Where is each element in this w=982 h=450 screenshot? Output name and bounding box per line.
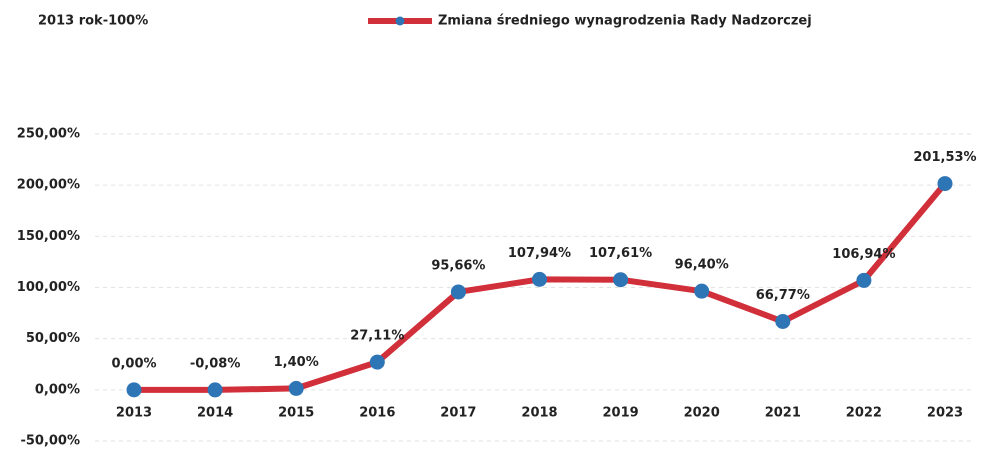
data-label: 96,40% — [675, 258, 729, 273]
x-tick-label: 2018 — [521, 406, 557, 421]
legend-label: Zmiana średniego wynagrodzenia Rady Nadz… — [438, 14, 812, 29]
data-label: 1,40% — [274, 355, 319, 370]
point — [937, 176, 953, 192]
point — [532, 271, 547, 287]
point — [694, 283, 710, 299]
y-tick-label: -50,00% — [20, 434, 80, 449]
y-tick-label: 0,00% — [35, 382, 80, 397]
legend-marker — [395, 16, 405, 26]
point — [613, 272, 629, 288]
point — [856, 272, 872, 288]
x-tick-label: 2015 — [278, 406, 314, 421]
data-label: 107,94% — [508, 246, 571, 261]
data-label: 95,66% — [431, 258, 485, 273]
y-tick-label: 250,00% — [17, 127, 80, 142]
x-tick-label: 2021 — [765, 406, 801, 421]
data-label: -0,08% — [190, 356, 241, 371]
point — [369, 354, 385, 370]
annotation: 2013 rok-100% — [38, 14, 148, 29]
data-label: 107,61% — [589, 246, 652, 261]
data-label: 66,77% — [756, 288, 810, 303]
y-tick-label: 50,00% — [26, 331, 80, 346]
data-label: 0,00% — [111, 356, 156, 371]
x-tick-label: 2019 — [603, 406, 639, 421]
x-tick-label: 2023 — [927, 406, 963, 421]
point — [207, 382, 223, 398]
x-tick-label: 2016 — [359, 406, 395, 421]
data-label: 27,11% — [350, 329, 404, 344]
point — [450, 284, 466, 300]
x-tick-label: 2014 — [197, 406, 233, 421]
x-tick-label: 2022 — [846, 406, 882, 421]
x-tick-label: 2017 — [440, 406, 476, 421]
x-tick-label: 2020 — [684, 406, 720, 421]
point — [775, 314, 791, 330]
y-tick-label: 100,00% — [17, 280, 80, 295]
x-tick-label: 2013 — [116, 406, 152, 421]
y-tick-label: 150,00% — [17, 229, 80, 244]
y-tick-label: 200,00% — [17, 178, 80, 193]
data-label: 201,53% — [913, 150, 976, 165]
point — [126, 382, 142, 398]
data-label: 106,94% — [832, 247, 895, 262]
point — [288, 380, 304, 396]
